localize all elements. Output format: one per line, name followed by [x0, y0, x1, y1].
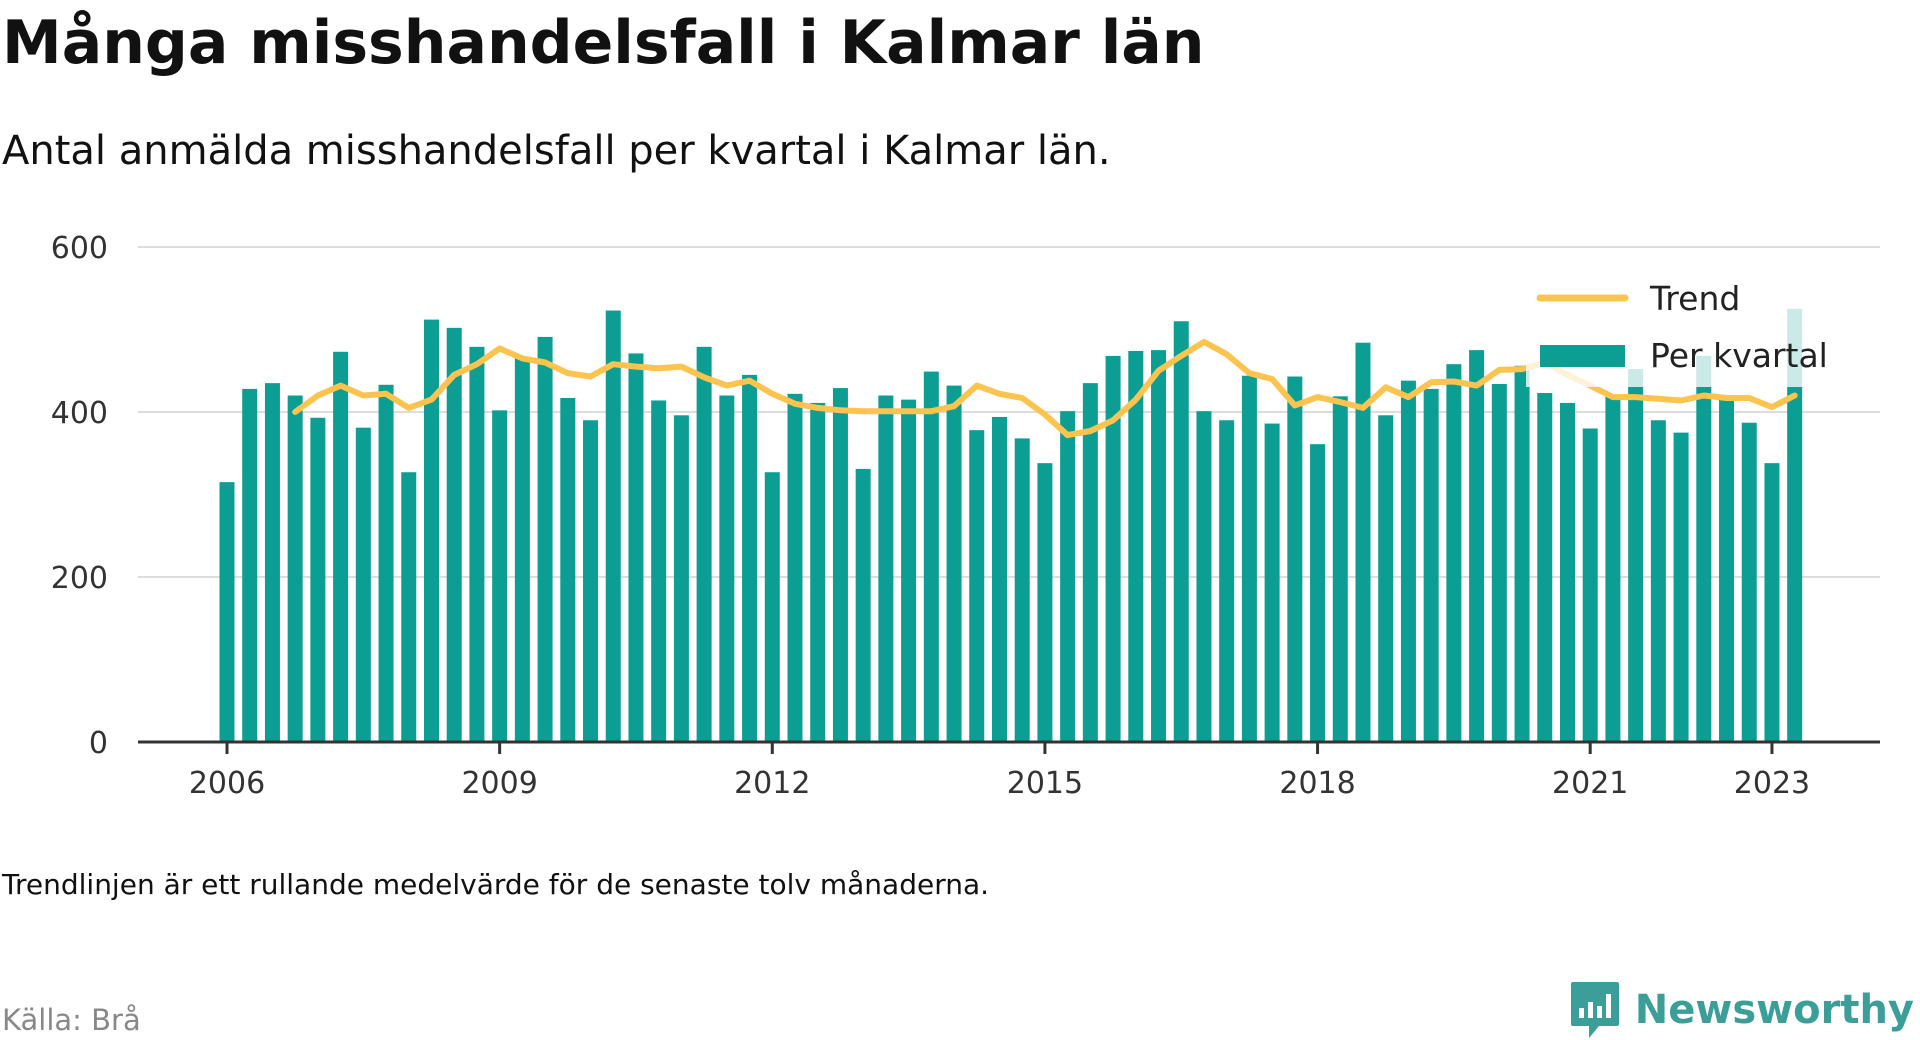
chart-title: Många misshandelsfall i Kalmar län: [2, 8, 1205, 78]
bar: [401, 472, 417, 742]
bar: [1650, 420, 1666, 742]
bar: [537, 336, 553, 742]
bar: [1355, 342, 1371, 742]
brand-name: Newsworthy: [1634, 987, 1914, 1033]
bar: [878, 395, 894, 742]
bar: [1264, 423, 1280, 742]
bar: [1151, 350, 1167, 742]
bar: [946, 385, 962, 742]
x-tick-label: 2009: [461, 766, 537, 801]
bar: [1241, 375, 1257, 742]
bar: [1673, 432, 1689, 742]
bar: [1378, 415, 1394, 742]
bar: [1491, 383, 1507, 742]
legend-label-per-kvartal: Per kvartal: [1650, 336, 1828, 375]
bar: [923, 371, 939, 742]
bar: [719, 395, 735, 742]
bar: [264, 383, 280, 742]
newsworthy-logo-icon: [1570, 982, 1619, 1038]
bar: [742, 374, 758, 742]
bar: [1537, 393, 1553, 742]
y-tick-label: 400: [51, 396, 108, 431]
bar: [333, 351, 349, 742]
bar: [1037, 463, 1053, 742]
bar: [1173, 321, 1189, 742]
bar: [764, 472, 780, 742]
bar: [1060, 411, 1076, 742]
bar: [378, 384, 394, 742]
bar: [1469, 350, 1485, 742]
bar: [1128, 350, 1144, 742]
bar: [1514, 365, 1530, 742]
bar: [1105, 355, 1121, 742]
x-tick-label: 2006: [189, 766, 265, 801]
bar: [810, 402, 826, 742]
bar: [1764, 463, 1780, 742]
bar: [1423, 388, 1439, 742]
x-tick-label: 2015: [1007, 766, 1083, 801]
bar: [492, 410, 508, 742]
bar: [1287, 376, 1303, 742]
bar: [969, 430, 985, 742]
bar: [991, 416, 1007, 742]
quarterly-assault-chart: 0 200 400 600 Trend Per kvartal 2006 2009 2012 20…: [51, 231, 1880, 801]
y-tick-label: 0: [89, 726, 108, 761]
bar: [1787, 308, 1803, 742]
y-tick-label: 200: [51, 561, 108, 596]
x-tick-label: 2023: [1734, 766, 1810, 801]
x-tick-label: 2012: [734, 766, 810, 801]
bar: [355, 427, 371, 742]
bar: [1310, 444, 1326, 742]
bar: [832, 388, 848, 742]
bar: [583, 420, 599, 742]
bar: [446, 327, 462, 742]
x-tick-label: 2018: [1279, 766, 1355, 801]
bar: [1605, 395, 1621, 742]
source-label: Källa: Brå: [2, 1003, 141, 1037]
bar: [1082, 383, 1098, 742]
brand-logo[interactable]: Newsworthy: [1569, 980, 1914, 1040]
bar: [673, 415, 689, 742]
bar: [1014, 438, 1030, 742]
bar: [242, 388, 258, 742]
bar: [605, 310, 621, 742]
bar: [1219, 420, 1235, 742]
bar: [1400, 380, 1416, 742]
bar: [310, 417, 326, 742]
bar: [1196, 411, 1212, 742]
chart-subtitle: Antal anmälda misshandelsfall per kvarta…: [2, 128, 1111, 174]
bar: [651, 400, 667, 742]
bar: [696, 346, 712, 742]
bar: [901, 399, 917, 742]
trend-note: Trendlinjen är ett rullande medelvärde f…: [2, 868, 990, 901]
y-tick-label: 600: [51, 231, 108, 266]
bar: [1582, 428, 1598, 742]
bar: [1332, 396, 1348, 742]
bar: [219, 482, 235, 742]
bar: [855, 468, 871, 742]
bar: [1719, 397, 1735, 742]
bar: [1559, 402, 1575, 742]
bar: [1628, 369, 1644, 742]
bar: [1446, 364, 1462, 742]
legend-label-trend: Trend: [1649, 279, 1740, 318]
bar: [787, 393, 803, 742]
bar: [514, 357, 530, 742]
bar: [1741, 422, 1757, 742]
bar: [287, 395, 303, 742]
bar: [628, 353, 644, 742]
x-tick-label: 2021: [1552, 766, 1628, 801]
bar: [469, 346, 485, 742]
bar: [423, 319, 439, 742]
bar: [560, 397, 576, 742]
bar: [1696, 355, 1712, 742]
legend-swatch-per-kvartal: [1540, 345, 1625, 367]
